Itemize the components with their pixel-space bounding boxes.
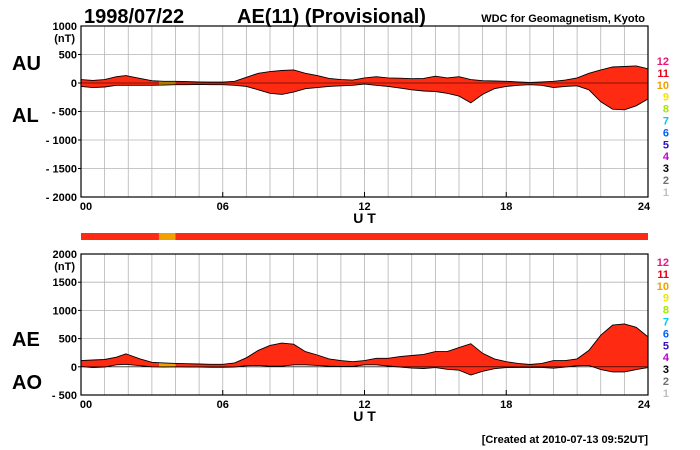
x-tick-label: 00 (80, 201, 92, 213)
station-count-bar (81, 233, 648, 240)
legend-station-count: 1 (663, 187, 669, 199)
lower-envelope-line (80, 83, 649, 111)
y-tick-label: 0 (71, 362, 77, 374)
x-tick-label: 18 (500, 399, 512, 411)
chart-title: AE(11) (Provisional) (237, 6, 426, 28)
y-tick-label: - 500 (52, 107, 77, 119)
x-tick-label: 12 (358, 399, 370, 411)
legend-station-count: 5 (663, 139, 669, 151)
upper-envelope-line (80, 323, 649, 365)
legend-station-count: 10 (657, 281, 669, 293)
y-tick-label: 500 (59, 334, 77, 346)
created-footer: [Created at 2010-07-13 09:52UT] (482, 434, 649, 446)
date-label: 1998/07/22 (84, 6, 184, 28)
legend-station-count: 5 (663, 340, 669, 352)
y-tick-label: 2000 (53, 249, 77, 261)
y-tick-label: 500 (59, 50, 77, 62)
legend-station-count: 7 (663, 317, 669, 329)
x-tick-label: 24 (638, 201, 651, 213)
legend-station-count: 6 (663, 127, 669, 139)
legend-station-count: 3 (663, 163, 669, 175)
source-label: WDC for Geomagnetism, Kyoto (481, 13, 645, 25)
x-axis-label: U T (353, 210, 376, 226)
legend-station-count: 11 (657, 269, 669, 281)
au-al-panel: 1000 500 0 - 500 - 1000 - 1500 - 2000 (nT) 00 06 1… (12, 21, 651, 226)
legend-station-count: 9 (663, 92, 669, 104)
x-axis-label: U T (353, 408, 376, 424)
x-tick-label: 06 (217, 201, 229, 213)
legend-station-count: 8 (663, 305, 669, 317)
x-tick-label: 06 (217, 399, 229, 411)
legend-station-count: 2 (663, 376, 669, 388)
ae-ao-panel: 2000 1500 1000 500 0 - 500 (nT) 00 06 12 18 24 U T AE… (12, 249, 651, 424)
lower-index-label: AL (12, 105, 39, 127)
legend-station-count: 2 (663, 175, 669, 187)
y-tick-label: - 1000 (46, 135, 77, 147)
reduced-station-area (159, 362, 176, 367)
legend-station-count: 4 (663, 151, 670, 163)
upper-index-label: AU (12, 53, 41, 75)
y-tick-label: 1500 (53, 277, 77, 289)
unit-label: (nT) (54, 33, 75, 45)
x-tick-label: 24 (638, 399, 651, 411)
activity-area (81, 323, 648, 375)
x-tick-label: 18 (500, 201, 512, 213)
y-tick-label: 1000 (53, 21, 77, 33)
unit-label: (nT) (54, 261, 75, 273)
y-tick-label: - 1500 (46, 164, 77, 176)
y-tick-label: - 2000 (46, 192, 77, 204)
upper-envelope-line (80, 65, 649, 83)
legend-station-count: 6 (663, 328, 669, 340)
legend-station-count: 12 (657, 257, 669, 269)
legend-station-count: 3 (663, 364, 669, 376)
station-bar-segment (158, 233, 176, 240)
legend-station-count: 11 (657, 68, 669, 80)
legend-station-count: 10 (657, 80, 669, 92)
legend-station-count: 8 (663, 104, 669, 116)
legend-station-count: 12 (657, 56, 669, 68)
legend-station-count: 9 (663, 293, 669, 305)
x-tick-label: 00 (80, 399, 92, 411)
y-tick-label: - 500 (52, 390, 77, 402)
station-bar-segment (175, 233, 648, 240)
x-tick-label: 12 (358, 201, 370, 213)
lower-index-label: AO (12, 372, 42, 394)
legend-station-count: 7 (663, 116, 669, 128)
legend-station-count: 1 (663, 388, 669, 400)
y-tick-label: 1000 (53, 305, 77, 317)
y-tick-label: 0 (71, 78, 77, 90)
station-bar-segment (81, 233, 159, 240)
upper-index-label: AE (12, 329, 40, 351)
legend-station-count: 4 (663, 352, 670, 364)
